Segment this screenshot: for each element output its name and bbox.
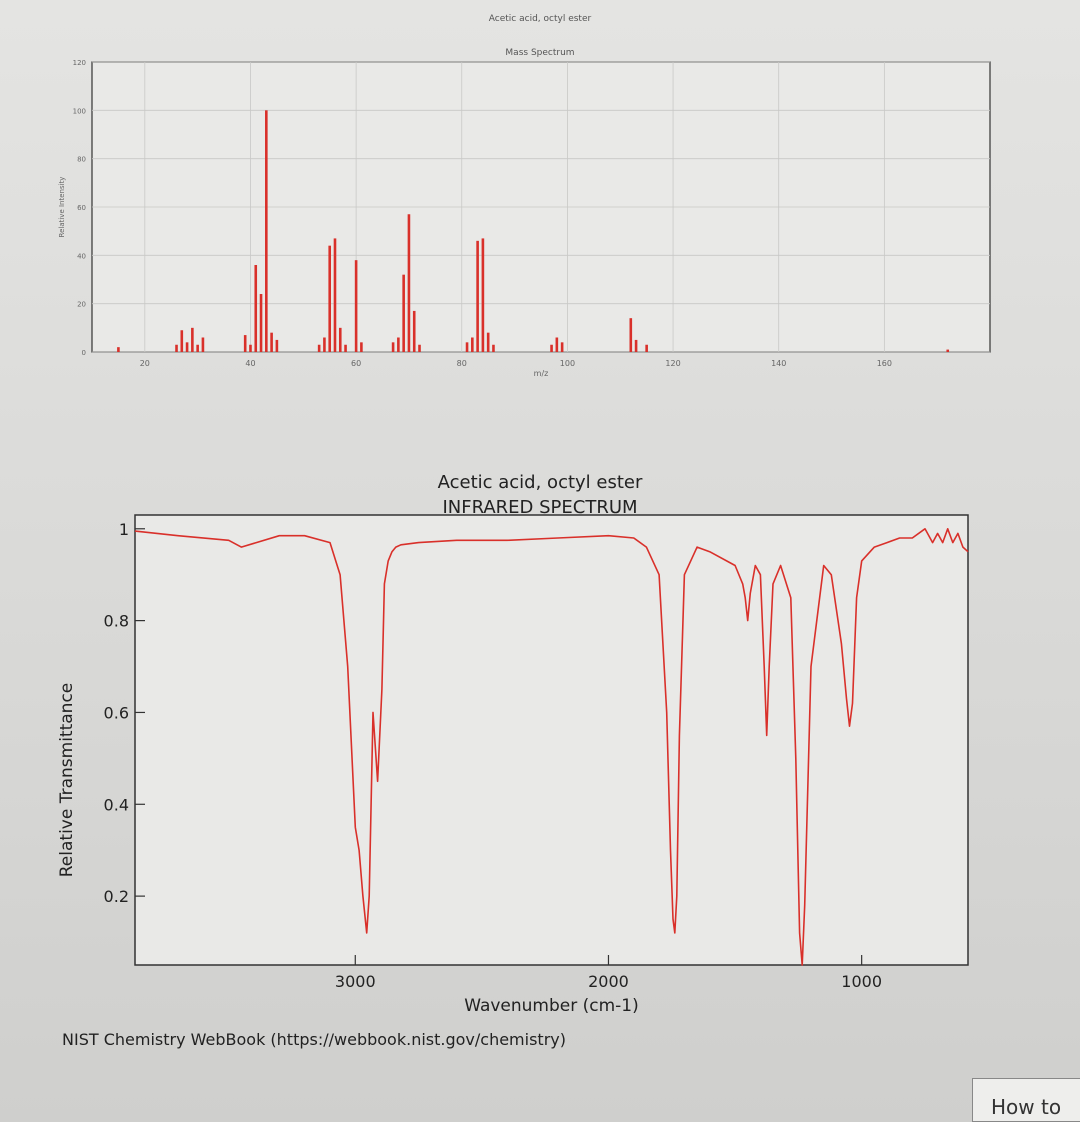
ms-bar xyxy=(560,342,564,352)
ms-bar xyxy=(265,110,268,352)
ms-bar xyxy=(270,332,273,352)
ms-x-tick-label: 60 xyxy=(351,359,361,368)
ir-y-tick-label: 0.4 xyxy=(104,795,129,814)
ms-bar xyxy=(634,339,638,352)
ms-bar xyxy=(191,327,194,352)
ms-y-tick-label: 120 xyxy=(73,59,86,67)
ms-bar xyxy=(360,342,363,352)
ir-spectrum-title: Acetic acid, octyl ester xyxy=(437,472,643,493)
ms-x-tick-label: 20 xyxy=(140,359,150,368)
ir-y-tick-label: 0.2 xyxy=(104,887,129,906)
ms-y-tick-label: 60 xyxy=(77,204,86,212)
ir-y-axis-label: Relative Transmittance xyxy=(57,683,77,878)
ms-y-axis-label: Relative Intensity xyxy=(58,177,66,238)
ms-y-tick-label: 0 xyxy=(82,349,86,357)
ir-x-tick-label: 2000 xyxy=(588,972,629,991)
ms-bar xyxy=(412,310,416,352)
ms-y-tick-label: 20 xyxy=(77,301,86,309)
ir-x-tick-label: 1000 xyxy=(841,972,882,991)
ms-bar xyxy=(254,265,258,352)
ms-bar xyxy=(317,344,321,352)
ms-bar xyxy=(333,238,337,352)
ir-y-tick-label: 1 xyxy=(119,520,129,539)
ms-bar xyxy=(397,337,400,352)
ms-bar xyxy=(175,344,178,352)
ms-x-tick-label: 40 xyxy=(245,359,255,368)
ms-bar xyxy=(185,342,189,352)
ms-bar xyxy=(180,330,184,352)
ms-x-axis-label: m/z xyxy=(534,369,549,378)
ms-bar xyxy=(196,344,199,352)
ms-x-tick-label: 100 xyxy=(560,359,575,368)
ms-x-tick-label: 140 xyxy=(771,359,786,368)
how-to-button[interactable]: How to xyxy=(972,1078,1080,1122)
ir-transmittance-line xyxy=(134,527,969,966)
ms-bar xyxy=(486,332,490,352)
ms-bar xyxy=(243,335,247,352)
ms-bar xyxy=(391,342,395,352)
ms-bar xyxy=(465,342,469,352)
ms-x-tick-label: 120 xyxy=(665,359,680,368)
ms-bar xyxy=(344,344,347,352)
ms-bar xyxy=(328,245,332,352)
ms-bar xyxy=(407,214,411,352)
source-credit: NIST Chemistry WebBook (https://webbook.… xyxy=(62,1030,566,1049)
ms-bar xyxy=(402,274,405,352)
ms-y-tick-label: 100 xyxy=(73,107,86,115)
ms-x-tick-label: 160 xyxy=(877,359,892,368)
ms-bar xyxy=(946,349,950,352)
ms-bar xyxy=(629,318,633,352)
ms-bar xyxy=(201,337,205,352)
mass-spectrum-title: Acetic acid, octyl ester xyxy=(488,14,592,24)
ir-plot-area xyxy=(134,514,969,966)
ms-bar xyxy=(492,344,495,352)
ms-x-tick-label: 80 xyxy=(457,359,467,368)
ms-bar xyxy=(481,238,485,352)
ir-y-tick-label: 0.8 xyxy=(104,612,129,631)
ms-bar xyxy=(117,347,120,352)
mass-spectrum-subtitle: Mass Spectrum xyxy=(505,48,575,58)
ms-bar xyxy=(471,337,474,352)
mass-spectrum-chart: 20 40 60 80 100 120 140 160 0 20 40 60 80 100 120 m/z Re… xyxy=(58,59,991,378)
ms-bar xyxy=(259,294,263,352)
ir-spectrum-subtitle: INFRARED SPECTRUM xyxy=(442,497,638,518)
ms-bar xyxy=(555,337,559,352)
ms-bar xyxy=(323,337,326,352)
ms-y-tick-label: 80 xyxy=(77,156,86,164)
ir-y-tick-label: 0.6 xyxy=(104,703,129,722)
ms-bar xyxy=(418,344,421,352)
ms-bar xyxy=(550,344,553,352)
ir-x-tick-label: 3000 xyxy=(335,972,376,991)
ir-spectrum-chart: 3000 2000 1000 0.2 0.4 0.6 0.8 1 Wavenumber (cm-… xyxy=(57,514,969,1016)
ir-x-axis-label: Wavenumber (cm-1) xyxy=(464,996,639,1016)
ms-bar xyxy=(476,240,479,352)
ms-bar xyxy=(645,344,648,352)
ms-y-tick-label: 40 xyxy=(77,252,86,260)
ms-bar xyxy=(354,260,358,352)
ms-bar xyxy=(249,344,252,352)
ms-bar xyxy=(338,327,342,352)
ms-bar xyxy=(275,339,279,352)
